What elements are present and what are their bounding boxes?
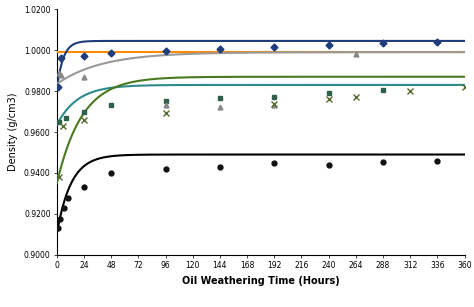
- Y-axis label: Density (g/cm3): Density (g/cm3): [9, 93, 18, 171]
- X-axis label: Oil Weathering Time (Hours): Oil Weathering Time (Hours): [182, 276, 339, 286]
